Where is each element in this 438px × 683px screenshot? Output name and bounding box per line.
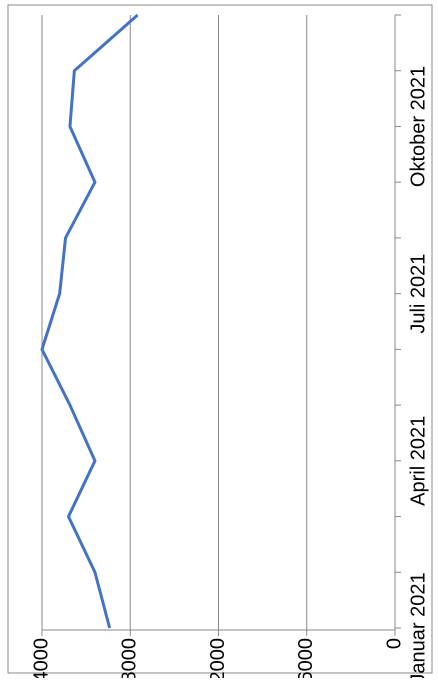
y-tick-label: 6000	[295, 638, 317, 678]
y-tick-label: 18000	[119, 638, 141, 678]
y-tick-label: 0	[383, 638, 405, 649]
x-tick-label: Juli 2021	[407, 254, 429, 334]
line-series	[40, 13, 139, 629]
chart-frame	[7, 4, 433, 674]
x-tick-label: Januar 2021	[407, 572, 429, 678]
y-tick-label: 24000	[30, 638, 52, 678]
x-tick-label: Oktober 2021	[407, 66, 429, 187]
y-tick-label: 12000	[207, 638, 229, 678]
x-tick-label: April 2021	[407, 416, 429, 506]
plot-area: 0 6000 12000 18000 24000 Januar 2021 April 202…	[30, 13, 429, 683]
